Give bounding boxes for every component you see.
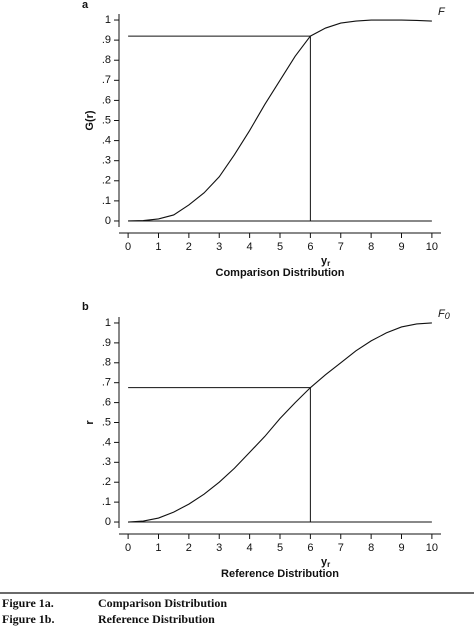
x-tick-label: 7 bbox=[338, 241, 344, 253]
y-tick-label: 0 bbox=[105, 516, 111, 528]
x-tick-label: 4 bbox=[247, 241, 253, 253]
x-tick-label: 7 bbox=[338, 542, 344, 554]
x-tick-label: 6 bbox=[307, 542, 313, 554]
y-tick-label: .6 bbox=[102, 397, 111, 409]
x-tick-label: 5 bbox=[277, 542, 283, 554]
caption-text: Reference Distribution bbox=[98, 612, 215, 626]
y-tick-label: .8 bbox=[102, 357, 111, 369]
y-tick-label: .1 bbox=[102, 496, 111, 508]
y-tick-label: .6 bbox=[102, 94, 111, 106]
x-tick-label: 6 bbox=[307, 241, 313, 253]
y-axis-label: G(r) bbox=[84, 110, 96, 131]
x-label-sub: r bbox=[327, 259, 330, 268]
x-tick-label: 3 bbox=[216, 241, 222, 253]
x-label-main: y bbox=[321, 255, 328, 267]
curve-label: F0 bbox=[438, 308, 450, 321]
x-tick-label: 10 bbox=[426, 542, 438, 554]
y-tick-label: 0 bbox=[105, 215, 111, 227]
y-tick-label: .9 bbox=[102, 34, 111, 46]
x-tick-label: 8 bbox=[368, 241, 374, 253]
subtitle: Reference Distribution bbox=[221, 568, 339, 580]
subtitle: Comparison Distribution bbox=[216, 267, 345, 279]
panel-label: b bbox=[82, 301, 89, 313]
y-tick-label: .4 bbox=[102, 436, 111, 448]
x-tick-label: 0 bbox=[125, 241, 131, 253]
x-tick-label: 2 bbox=[186, 241, 192, 253]
y-tick-label: .2 bbox=[102, 175, 111, 187]
x-tick-label: 1 bbox=[155, 542, 161, 554]
y-tick-label: .5 bbox=[102, 416, 111, 428]
y-tick-label: .8 bbox=[102, 54, 111, 66]
y-axis-label: r bbox=[84, 420, 96, 425]
x-axis-label: yr bbox=[321, 556, 330, 569]
x-label-sub: r bbox=[327, 560, 330, 569]
y-tick-label: .5 bbox=[102, 114, 111, 126]
x-tick-label: 9 bbox=[398, 241, 404, 253]
caption-label: Figure 1a. bbox=[2, 596, 54, 610]
caption-label: Figure 1b. bbox=[2, 612, 54, 626]
x-tick-label: 4 bbox=[247, 542, 253, 554]
y-tick-label: .9 bbox=[102, 337, 111, 349]
curve bbox=[128, 19, 432, 222]
curve bbox=[128, 322, 432, 523]
x-axis-label: yr bbox=[321, 255, 330, 268]
panel-label: a bbox=[82, 0, 89, 11]
y-tick-label: .3 bbox=[102, 456, 111, 468]
x-tick-label: 10 bbox=[426, 241, 438, 253]
curve-label-main: F bbox=[438, 6, 446, 18]
x-tick-label: 0 bbox=[125, 542, 131, 554]
x-tick-label: 5 bbox=[277, 241, 283, 253]
x-tick-label: 3 bbox=[216, 542, 222, 554]
y-tick-label: 1 bbox=[105, 317, 111, 329]
curve-label: F bbox=[438, 6, 446, 18]
x-tick-label: 1 bbox=[155, 241, 161, 253]
x-label-main: y bbox=[321, 556, 328, 568]
y-tick-label: .7 bbox=[102, 377, 111, 389]
x-tick-label: 2 bbox=[186, 542, 192, 554]
y-tick-label: .2 bbox=[102, 476, 111, 488]
x-tick-label: 8 bbox=[368, 542, 374, 554]
y-tick-label: .7 bbox=[102, 74, 111, 86]
y-tick-label: .1 bbox=[102, 195, 111, 207]
curve-label-main: F bbox=[438, 308, 446, 320]
x-tick-label: 9 bbox=[398, 542, 404, 554]
curve-label-sub: 0 bbox=[445, 311, 450, 321]
y-tick-label: .3 bbox=[102, 155, 111, 167]
y-tick-label: .4 bbox=[102, 135, 111, 147]
y-tick-label: 1 bbox=[105, 14, 111, 26]
caption-text: Comparison Distribution bbox=[98, 596, 227, 610]
